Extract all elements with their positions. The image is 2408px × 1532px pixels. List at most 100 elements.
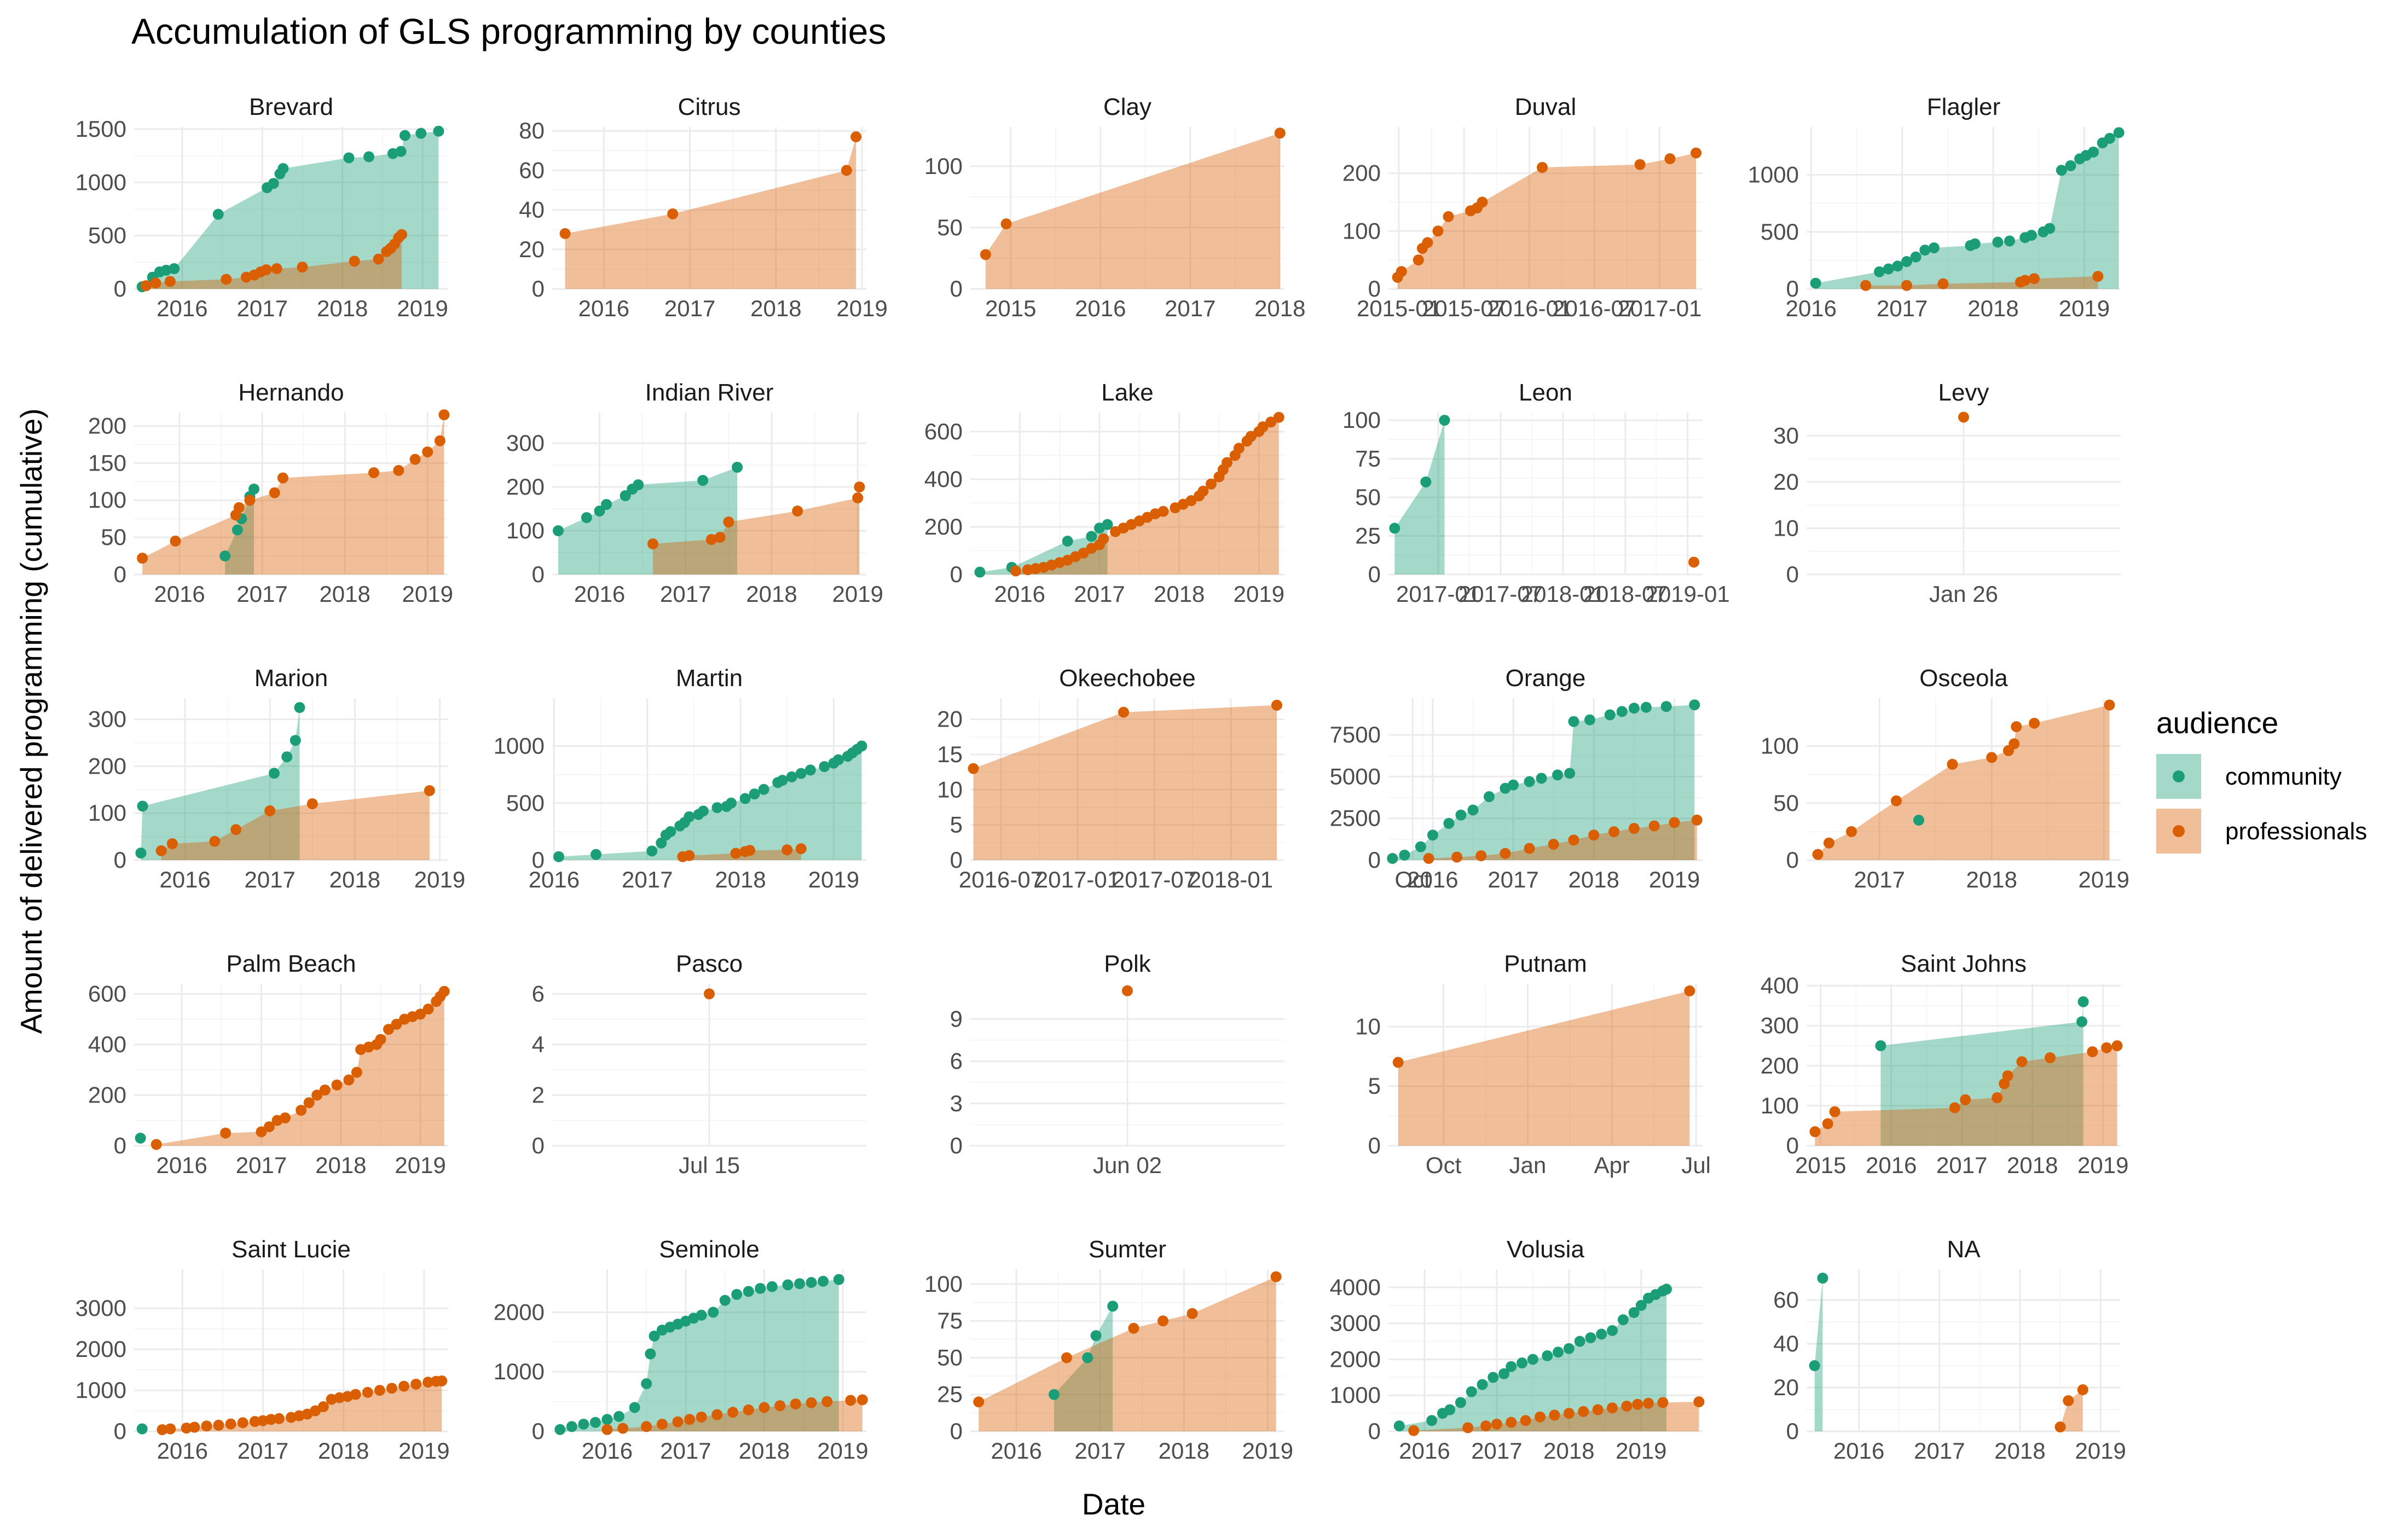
point-professionals xyxy=(795,843,807,855)
x-tick-label: 2018 xyxy=(750,295,801,321)
area-professionals xyxy=(142,415,444,574)
point-community xyxy=(1640,701,1652,713)
point-community xyxy=(665,826,676,837)
point-professionals xyxy=(1396,266,1407,277)
point-professionals xyxy=(189,1421,200,1433)
y-tick-label: 3 xyxy=(950,1090,963,1116)
point-professionals xyxy=(711,1409,723,1420)
point-professionals xyxy=(311,1089,323,1101)
point-professionals xyxy=(1185,495,1197,507)
point-community xyxy=(696,1309,707,1321)
x-tick-label: 2018 xyxy=(317,295,368,321)
x-tick-label: 2019 xyxy=(2079,867,2129,892)
y-tick-label: 5000 xyxy=(1330,763,1381,789)
y-tick-label: 4000 xyxy=(1330,1274,1381,1300)
point-community xyxy=(1455,809,1467,821)
point-community xyxy=(1660,701,1672,712)
point-professionals xyxy=(310,1405,321,1417)
y-tick-label: 1500 xyxy=(76,116,126,142)
point-professionals xyxy=(386,1383,397,1394)
point-community xyxy=(2004,235,2016,247)
point-professionals xyxy=(559,228,571,239)
x-tick-label: 2016-01 xyxy=(1487,295,1571,321)
point-professionals xyxy=(436,1375,448,1386)
x-tick-label: Apr xyxy=(1594,1152,1630,1178)
point-professionals xyxy=(1271,699,1282,711)
point-professionals xyxy=(170,535,181,547)
point-community xyxy=(766,1281,778,1292)
point-community xyxy=(277,163,289,174)
point-professionals xyxy=(790,1398,801,1409)
panel-title: NA xyxy=(1947,1236,1981,1263)
y-tick-label: 0 xyxy=(1368,1418,1381,1444)
point-professionals xyxy=(264,1121,275,1133)
x-tick-label: 2017-01 xyxy=(1035,867,1120,892)
x-tick-label: 2017 xyxy=(1075,1438,1126,1464)
area-community xyxy=(558,746,862,860)
panel-flagler: 2016 2017 2018 2019 0 500 1000 Flagler xyxy=(1748,94,2125,321)
area-professionals xyxy=(652,487,860,574)
y-tick-label: 100 xyxy=(1761,1093,1799,1118)
point-professionals xyxy=(2016,1056,2028,1067)
legend-label-professionals: professionals xyxy=(2225,818,2367,845)
point-community xyxy=(1604,709,1616,721)
y-tick-label: 10 xyxy=(1355,1013,1381,1039)
y-tick-label: 200 xyxy=(924,514,963,539)
point-community xyxy=(620,490,631,501)
y-tick-label: 0 xyxy=(532,276,545,301)
point-community xyxy=(1574,1336,1585,1347)
point-professionals xyxy=(1986,752,1998,763)
point-professionals xyxy=(317,1401,329,1413)
area-professionals xyxy=(1016,417,1279,574)
point-community xyxy=(711,802,723,814)
panel-palm-beach: 2016 2017 2018 2019 0 200 400 600 Palm Beach xyxy=(88,950,450,1178)
y-tick-label: 50 xyxy=(937,1344,963,1370)
area-professionals xyxy=(1815,1046,2117,1146)
point-professionals xyxy=(2077,1384,2088,1395)
y-tick-label: 200 xyxy=(1342,160,1381,186)
y-tick-label: 100 xyxy=(506,518,545,543)
point-community xyxy=(974,566,986,578)
x-tick-label: 2018 xyxy=(1568,867,1619,892)
point-professionals xyxy=(714,532,726,543)
point-community xyxy=(2076,1016,2088,1028)
point-professionals xyxy=(1992,1092,2003,1104)
point-community xyxy=(819,761,830,773)
point-community xyxy=(1516,1357,1528,1369)
chart-title: Accumulation of GLS programming by count… xyxy=(131,11,886,51)
y-tick-label: 1000 xyxy=(494,1359,545,1384)
area-professionals xyxy=(565,137,856,289)
point-professionals xyxy=(1937,278,1949,289)
x-tick-label: 2018 xyxy=(1967,295,2018,321)
point-professionals xyxy=(166,838,178,849)
x-tick-label: 2019 xyxy=(1234,581,1284,607)
point-professionals xyxy=(383,1024,395,1035)
y-tick-label: 1000 xyxy=(1330,1382,1381,1408)
y-tick-label: 3000 xyxy=(1330,1310,1381,1336)
point-professionals xyxy=(845,1395,856,1406)
point-professionals xyxy=(1537,162,1548,173)
point-community xyxy=(1082,1352,1093,1363)
point-professionals xyxy=(806,1397,817,1408)
y-tick-label: 300 xyxy=(506,430,545,456)
point-professionals xyxy=(1432,225,1444,237)
point-community xyxy=(1455,1397,1466,1408)
y-tick-label: 3000 xyxy=(76,1295,126,1321)
point-professionals xyxy=(1809,1126,1821,1138)
point-professionals xyxy=(150,1139,162,1150)
x-tick-label: 2019 xyxy=(414,867,465,892)
y-tick-label: 400 xyxy=(924,466,963,492)
point-community xyxy=(1086,531,1097,542)
point-professionals xyxy=(854,481,865,492)
point-community xyxy=(1553,1347,1564,1358)
point-community xyxy=(641,1378,652,1389)
point-professionals xyxy=(280,1112,291,1124)
panel-saint-lucie: 2016 2017 2018 2019 0 1000 2000 3000 Saint Lucie xyxy=(76,1236,450,1464)
point-professionals xyxy=(1568,834,1579,846)
y-tick-label: 0 xyxy=(1368,276,1381,301)
legend-item-community: community xyxy=(2156,754,2342,799)
x-tick-label: 2018 xyxy=(1543,1438,1594,1464)
point-professionals xyxy=(373,253,384,265)
